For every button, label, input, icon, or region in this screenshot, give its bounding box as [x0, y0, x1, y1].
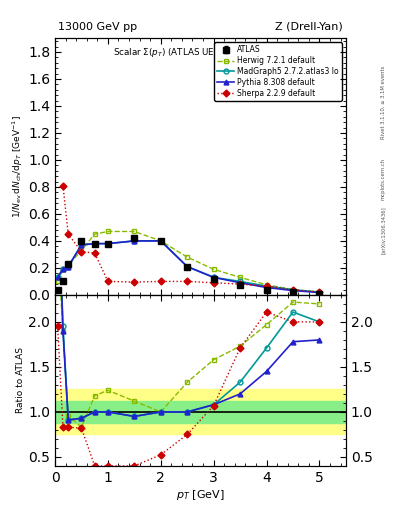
Herwig 7.2.1 default — [132, 228, 137, 234]
Sherpa 2.2.9 default — [132, 279, 137, 285]
Sherpa 2.2.9 default — [106, 279, 110, 285]
Line: MadGraph5 2.7.2.atlas3 lo: MadGraph5 2.7.2.atlas3 lo — [55, 239, 322, 294]
Pythia 8.308 default — [66, 264, 71, 270]
MadGraph5 2.7.2.atlas3 lo — [185, 264, 189, 270]
MadGraph5 2.7.2.atlas3 lo — [79, 242, 84, 248]
Sherpa 2.2.9 default — [79, 249, 84, 255]
Herwig 7.2.1 default — [211, 266, 216, 272]
Herwig 7.2.1 default — [92, 231, 97, 237]
Sherpa 2.2.9 default — [238, 281, 242, 287]
Herwig 7.2.1 default — [264, 282, 269, 288]
Line: Pythia 8.308 default: Pythia 8.308 default — [55, 239, 322, 295]
Herwig 7.2.1 default — [238, 274, 242, 281]
MadGraph5 2.7.2.atlas3 lo — [317, 289, 322, 295]
Sherpa 2.2.9 default — [185, 279, 189, 285]
Sherpa 2.2.9 default — [290, 287, 295, 293]
X-axis label: $p_T$ [GeV]: $p_T$ [GeV] — [176, 487, 225, 502]
Text: Rivet 3.1.10, ≥ 3.1M events: Rivet 3.1.10, ≥ 3.1M events — [381, 66, 386, 139]
MadGraph5 2.7.2.atlas3 lo — [55, 274, 60, 281]
Herwig 7.2.1 default — [290, 286, 295, 292]
Pythia 8.308 default — [158, 238, 163, 244]
Herwig 7.2.1 default — [55, 279, 60, 285]
Sherpa 2.2.9 default — [92, 250, 97, 256]
Sherpa 2.2.9 default — [61, 182, 65, 188]
Sherpa 2.2.9 default — [211, 280, 216, 286]
Herwig 7.2.1 default — [185, 254, 189, 260]
MadGraph5 2.7.2.atlas3 lo — [132, 238, 137, 244]
MadGraph5 2.7.2.atlas3 lo — [211, 274, 216, 281]
Sherpa 2.2.9 default — [317, 289, 322, 295]
MadGraph5 2.7.2.atlas3 lo — [238, 279, 242, 285]
Pythia 8.308 default — [317, 289, 322, 295]
Herwig 7.2.1 default — [106, 228, 110, 234]
Sherpa 2.2.9 default — [66, 231, 71, 237]
Text: 13000 GeV pp: 13000 GeV pp — [58, 22, 137, 32]
Pythia 8.308 default — [79, 242, 84, 248]
Herwig 7.2.1 default — [79, 247, 84, 253]
MadGraph5 2.7.2.atlas3 lo — [61, 266, 65, 272]
Sherpa 2.2.9 default — [158, 279, 163, 285]
MadGraph5 2.7.2.atlas3 lo — [264, 283, 269, 289]
Sherpa 2.2.9 default — [264, 283, 269, 289]
Pythia 8.308 default — [290, 288, 295, 294]
Herwig 7.2.1 default — [158, 238, 163, 244]
Herwig 7.2.1 default — [61, 266, 65, 272]
Pythia 8.308 default — [264, 284, 269, 290]
Pythia 8.308 default — [92, 241, 97, 247]
Line: Sherpa 2.2.9 default: Sherpa 2.2.9 default — [61, 183, 322, 294]
MadGraph5 2.7.2.atlas3 lo — [106, 241, 110, 247]
Y-axis label: $1/N_\mathrm{ev}\,\mathrm{d}N_\mathrm{ch}/\mathrm{d}p_T$ [GeV$^{-1}$]: $1/N_\mathrm{ev}\,\mathrm{d}N_\mathrm{ch… — [11, 115, 25, 218]
MadGraph5 2.7.2.atlas3 lo — [92, 241, 97, 247]
Herwig 7.2.1 default — [317, 289, 322, 295]
Pythia 8.308 default — [55, 274, 60, 281]
Line: Herwig 7.2.1 default: Herwig 7.2.1 default — [55, 229, 322, 294]
Pythia 8.308 default — [211, 274, 216, 281]
Legend: ATLAS, Herwig 7.2.1 default, MadGraph5 2.7.2.atlas3 lo, Pythia 8.308 default, Sh: ATLAS, Herwig 7.2.1 default, MadGraph5 2… — [215, 42, 342, 101]
MadGraph5 2.7.2.atlas3 lo — [158, 238, 163, 244]
Pythia 8.308 default — [106, 241, 110, 247]
Text: Z (Drell-Yan): Z (Drell-Yan) — [275, 22, 343, 32]
Text: mcplots.cern.ch: mcplots.cern.ch — [381, 158, 386, 200]
MadGraph5 2.7.2.atlas3 lo — [290, 287, 295, 293]
Pythia 8.308 default — [185, 264, 189, 270]
Text: Scalar $\Sigma(p_T)$ (ATLAS UE in Z production): Scalar $\Sigma(p_T)$ (ATLAS UE in Z prod… — [113, 46, 288, 59]
Text: [arXiv:1306.3436]: [arXiv:1306.3436] — [381, 206, 386, 254]
Pythia 8.308 default — [61, 266, 65, 272]
MadGraph5 2.7.2.atlas3 lo — [66, 264, 71, 270]
Pythia 8.308 default — [238, 280, 242, 286]
Y-axis label: Ratio to ATLAS: Ratio to ATLAS — [17, 348, 26, 413]
Herwig 7.2.1 default — [66, 262, 71, 268]
Pythia 8.308 default — [132, 238, 137, 244]
